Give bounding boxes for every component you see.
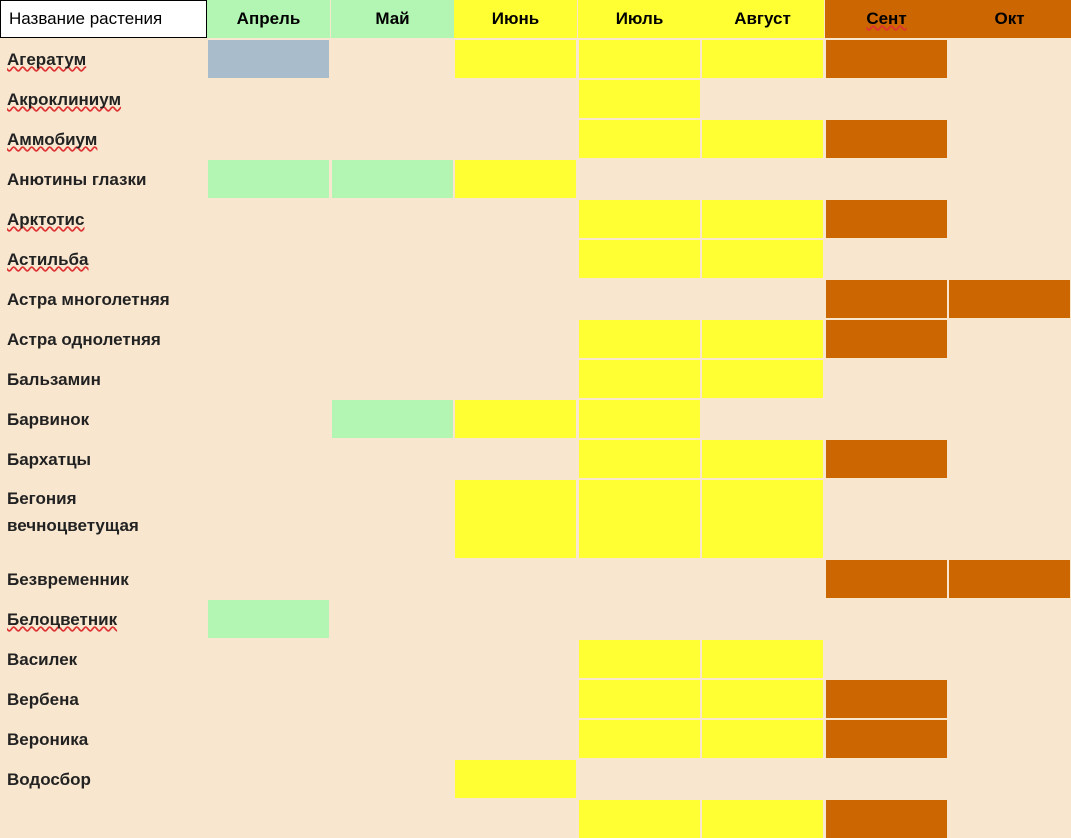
bloom-cell — [579, 640, 700, 678]
bloom-cell — [455, 400, 576, 438]
bloom-cell — [208, 600, 329, 638]
bloom-cell — [208, 160, 329, 198]
plant-name: Вербена — [7, 690, 79, 709]
plant-name: Василек — [7, 650, 78, 669]
bloom-cell — [579, 720, 700, 758]
plant-name: Водосбор — [7, 770, 91, 789]
bloom-cell — [455, 40, 576, 78]
bloom-cell — [702, 120, 823, 158]
bloom-cell — [826, 320, 947, 358]
plant-name: Безвременник — [7, 570, 129, 589]
plant-name: Агератум — [7, 50, 87, 69]
bloom-cell — [826, 800, 947, 838]
header-plant-name: Название растения — [0, 0, 207, 38]
plant-name: Бегония вечноцветущая — [7, 489, 139, 535]
bloom-cell — [579, 680, 700, 718]
bloom-cell — [702, 240, 823, 278]
plant-name: Акроклиниум — [7, 90, 122, 109]
bloom-cell — [579, 800, 700, 838]
plant-name: Астра однолетняя — [7, 330, 161, 349]
plant-name: Бальзамин — [7, 370, 101, 389]
bloom-cell — [826, 560, 947, 598]
plant-name: Анютины глазки — [7, 170, 147, 189]
bloom-cell — [949, 560, 1070, 598]
bloom-cell — [949, 280, 1070, 318]
header-month-2: Июнь — [454, 0, 577, 38]
header-month-3: Июль — [578, 0, 701, 38]
bloom-cell — [208, 40, 329, 78]
header-month-6: Окт — [948, 0, 1071, 38]
plant-name: Астра многолетняя — [7, 290, 170, 309]
plant-name: Астильба — [7, 250, 89, 269]
bloom-cell — [702, 800, 823, 838]
bloom-cell — [826, 40, 947, 78]
bloom-cell — [579, 240, 700, 278]
bloom-cell — [702, 720, 823, 758]
bloom-cell — [826, 680, 947, 718]
plant-name: Барвинок — [7, 410, 90, 429]
bloom-cell — [702, 640, 823, 678]
bloom-cell — [455, 480, 576, 558]
bloom-cell — [579, 320, 700, 358]
bloom-cell — [332, 400, 453, 438]
bloom-cell — [826, 440, 947, 478]
bloom-cell — [579, 400, 700, 438]
bloom-cell — [702, 40, 823, 78]
bloom-cell — [702, 360, 823, 398]
bloom-cell — [702, 200, 823, 238]
bloom-cell — [332, 160, 453, 198]
bloom-cell — [579, 440, 700, 478]
bloom-cell — [702, 440, 823, 478]
header-month-4: Август — [701, 0, 824, 38]
bloom-cell — [702, 480, 823, 558]
bloom-cell — [702, 680, 823, 718]
header-month-0: Апрель — [207, 0, 330, 38]
plant-name: Белоцветник — [7, 610, 118, 629]
bloom-cell — [579, 360, 700, 398]
plant-name: Бархатцы — [7, 450, 92, 469]
bloom-cell — [455, 760, 576, 798]
bloom-cell — [579, 480, 700, 558]
bloom-cell — [826, 280, 947, 318]
header-month-5: Сент — [825, 0, 948, 38]
bloom-cell — [579, 80, 700, 118]
bloom-cell — [826, 120, 947, 158]
plant-name: Вероника — [7, 730, 89, 749]
header-month-1: Май — [331, 0, 454, 38]
bloom-cell — [826, 720, 947, 758]
plant-name: Арктотис — [7, 210, 85, 229]
bloom-cell — [579, 120, 700, 158]
plant-name: Аммобиум — [7, 130, 98, 149]
bloom-cell — [579, 40, 700, 78]
bloom-cell — [702, 320, 823, 358]
bloom-cell — [579, 200, 700, 238]
bloom-cell — [455, 160, 576, 198]
bloom-cell — [826, 200, 947, 238]
